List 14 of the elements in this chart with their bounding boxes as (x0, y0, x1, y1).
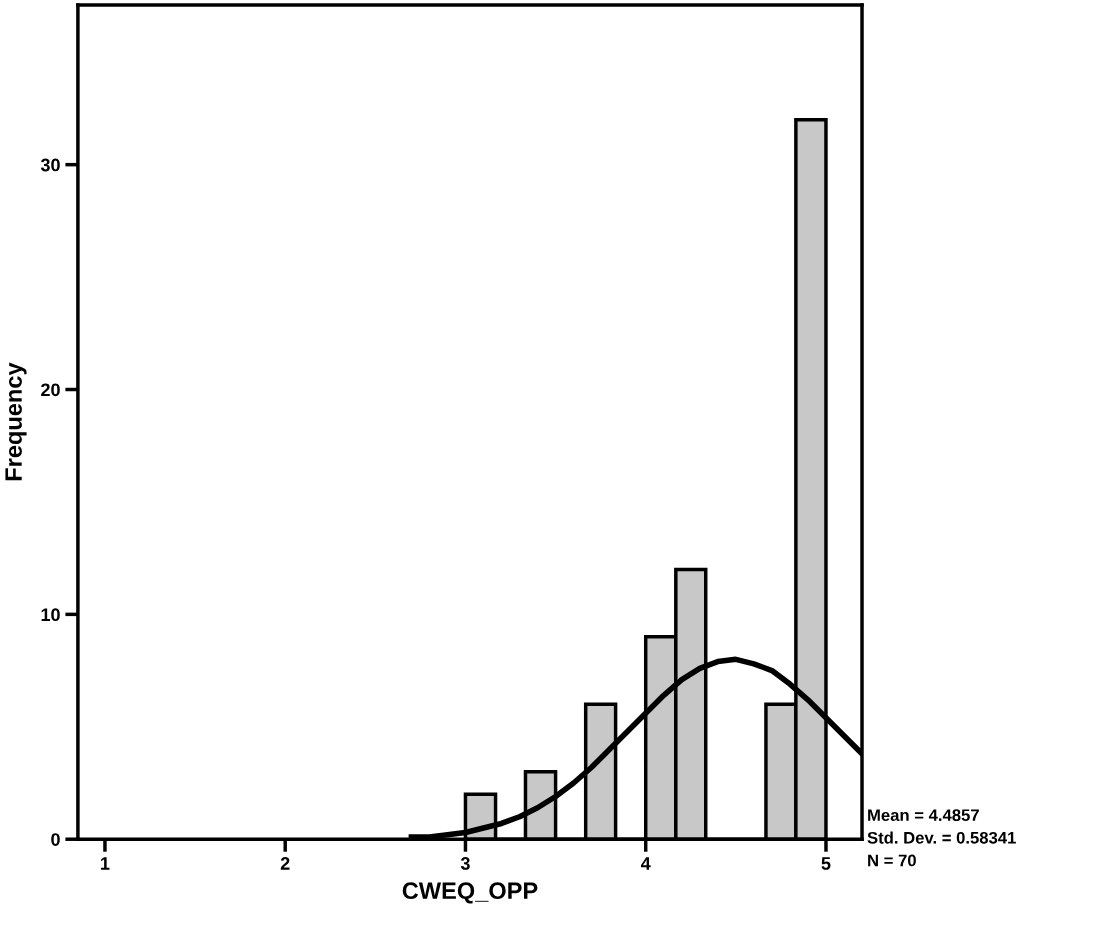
y-tick-label: 30 (40, 158, 60, 172)
text: Mean = 4.4857 (868, 809, 979, 822)
x-tick-label: 3 (460, 857, 470, 870)
y-tick-label: 20 (41, 383, 60, 397)
x-tick-label: 4 (640, 857, 651, 870)
x-axis-title: CWEQ_OPP (402, 882, 538, 904)
x-tick-label: 2 (280, 857, 290, 870)
text: N = 70 (868, 854, 916, 867)
y-tick-label: 0 (51, 833, 60, 846)
y-tick-label: 10 (41, 608, 60, 622)
x-tick-label: 1 (101, 857, 110, 870)
text: Std. Dev. = 0.58341 (867, 831, 1016, 844)
y-axis-title: Frequency (5, 362, 27, 481)
x-tick-label: 5 (821, 857, 831, 870)
